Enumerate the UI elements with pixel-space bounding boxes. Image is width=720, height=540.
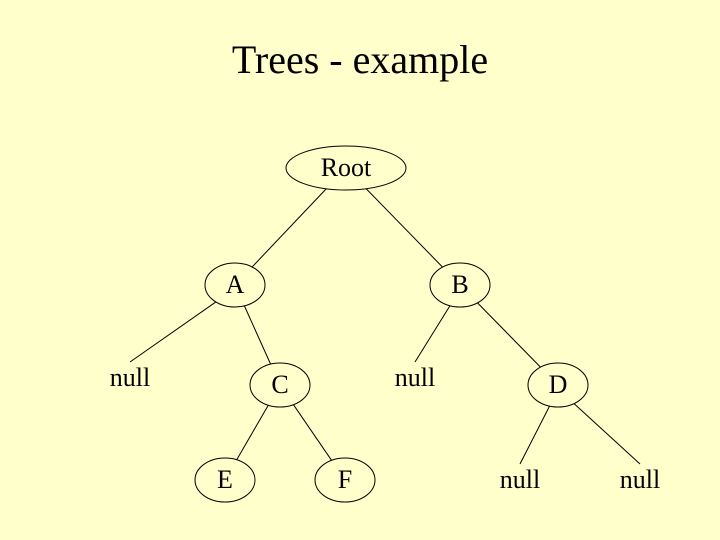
tree-null-label: null [500,465,540,494]
tree-null-label: null [620,465,660,494]
tree-node-label: D [549,370,568,399]
tree-edge [478,303,541,367]
tree-edge [366,189,442,267]
tree-edge [520,406,550,464]
tree-edge [574,404,640,464]
tree-edge [237,405,269,459]
tree-edge [244,306,270,364]
tree-node-label: E [217,465,233,494]
tree-node-label: A [226,270,245,299]
tree-edge [252,189,326,267]
tree-node-label: C [271,370,288,399]
tree-edge [130,302,216,362]
tree-edge [415,306,450,362]
tree-node-label: Root [321,153,372,182]
tree-node-label: B [451,270,468,299]
tree-null-label: null [110,363,150,392]
tree-null-label: null [395,363,435,392]
tree-node-label: F [338,465,352,494]
tree-diagram: Root A B C D E Fnull null null null [0,0,720,540]
tree-edge [293,405,331,461]
